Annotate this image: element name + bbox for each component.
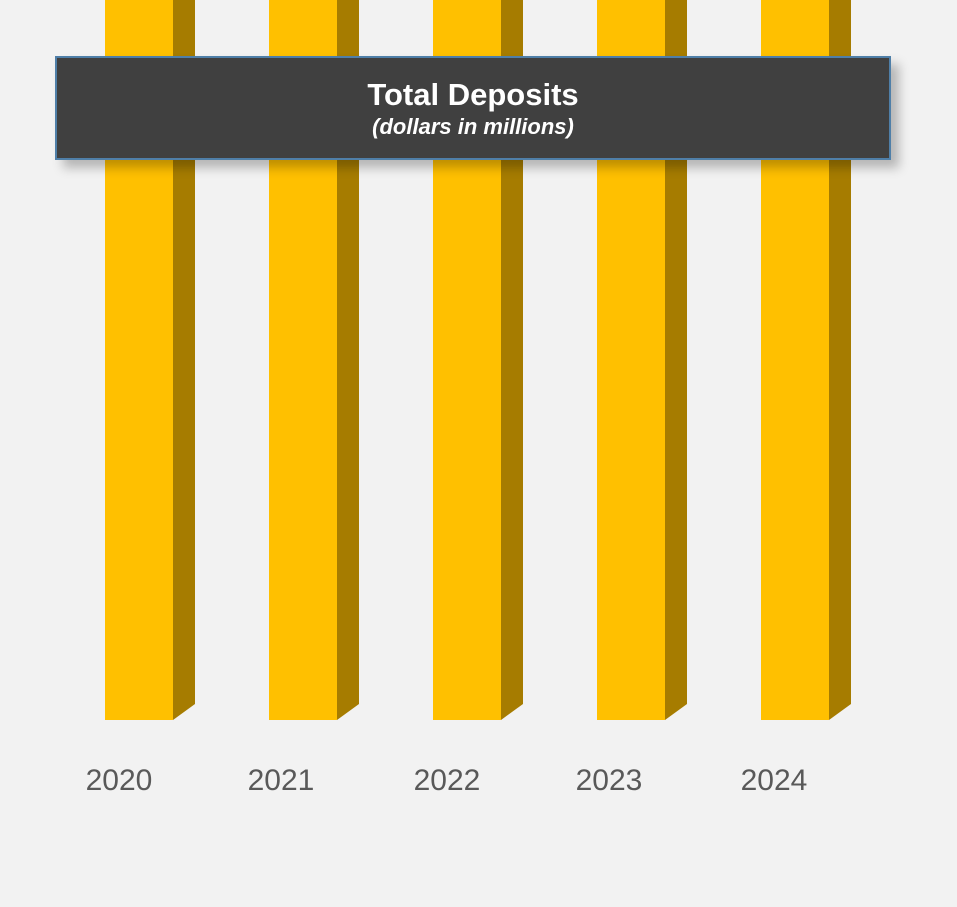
- x-tick-label: 2021: [248, 764, 315, 797]
- chart-title-box: Total Deposits (dollars in millions): [55, 56, 891, 160]
- x-tick-label: 2020: [86, 764, 153, 797]
- bar-side: [337, 0, 359, 720]
- x-axis-ticks: 2020 2021 2022 2023 2024: [86, 764, 808, 797]
- bar-side: [665, 0, 687, 720]
- bars-layer: [105, 0, 851, 721]
- chart-subtitle: (dollars in millions): [372, 114, 574, 139]
- bar-side: [173, 0, 195, 720]
- chart-title: Total Deposits: [367, 77, 579, 112]
- bar-side: [829, 0, 851, 720]
- x-tick-label: 2022: [414, 764, 481, 797]
- bar-side: [501, 0, 523, 720]
- bar-2022: [433, 0, 523, 721]
- x-tick-label: 2024: [741, 764, 808, 797]
- x-tick-label: 2023: [576, 764, 643, 797]
